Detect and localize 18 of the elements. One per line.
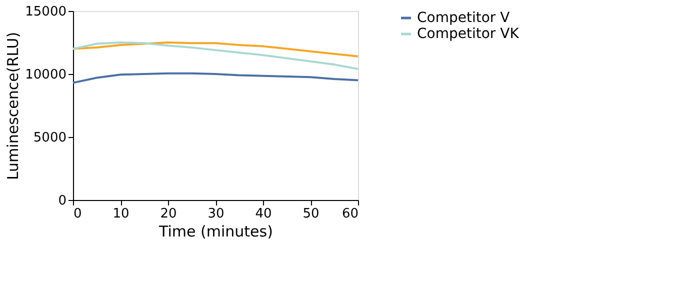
line-series: [72, 42, 359, 70]
y-tick-label: 15000: [25, 4, 66, 20]
line-series: [72, 42, 359, 58]
x-tick-label: 50: [302, 206, 320, 222]
legend-label: Competitor V: [417, 10, 510, 26]
x-tick-label: 10: [112, 206, 130, 222]
x-tick-label: 20: [160, 206, 177, 222]
y-tick-label: 10000: [25, 68, 66, 82]
y-axis-title: Luminescence(RLU): [4, 32, 22, 180]
x-tick-label: 40: [255, 206, 272, 222]
legend-label: Competitor VK: [417, 26, 520, 42]
x-tick-label: 30: [208, 206, 224, 222]
y-tick-label: 5000: [33, 130, 66, 146]
y-tick-label: 0: [58, 194, 66, 208]
x-axis-title: Time (minutes): [158, 222, 273, 240]
line-series: [72, 72, 359, 84]
x-tick-label: 60: [342, 206, 358, 222]
x-tick-label: 0: [74, 206, 82, 222]
